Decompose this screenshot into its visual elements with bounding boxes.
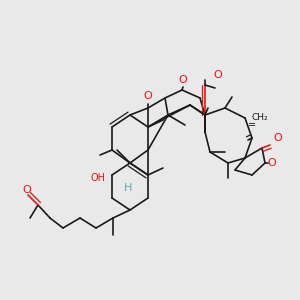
Text: =: = bbox=[248, 120, 256, 130]
Text: O: O bbox=[22, 185, 32, 195]
Text: O: O bbox=[274, 133, 282, 143]
Text: O: O bbox=[144, 91, 152, 101]
Text: OH: OH bbox=[91, 173, 106, 183]
Text: O: O bbox=[268, 158, 276, 168]
Text: CH₂: CH₂ bbox=[252, 113, 268, 122]
Text: H: H bbox=[124, 183, 132, 193]
Text: O: O bbox=[178, 75, 188, 85]
Text: O: O bbox=[214, 70, 222, 80]
